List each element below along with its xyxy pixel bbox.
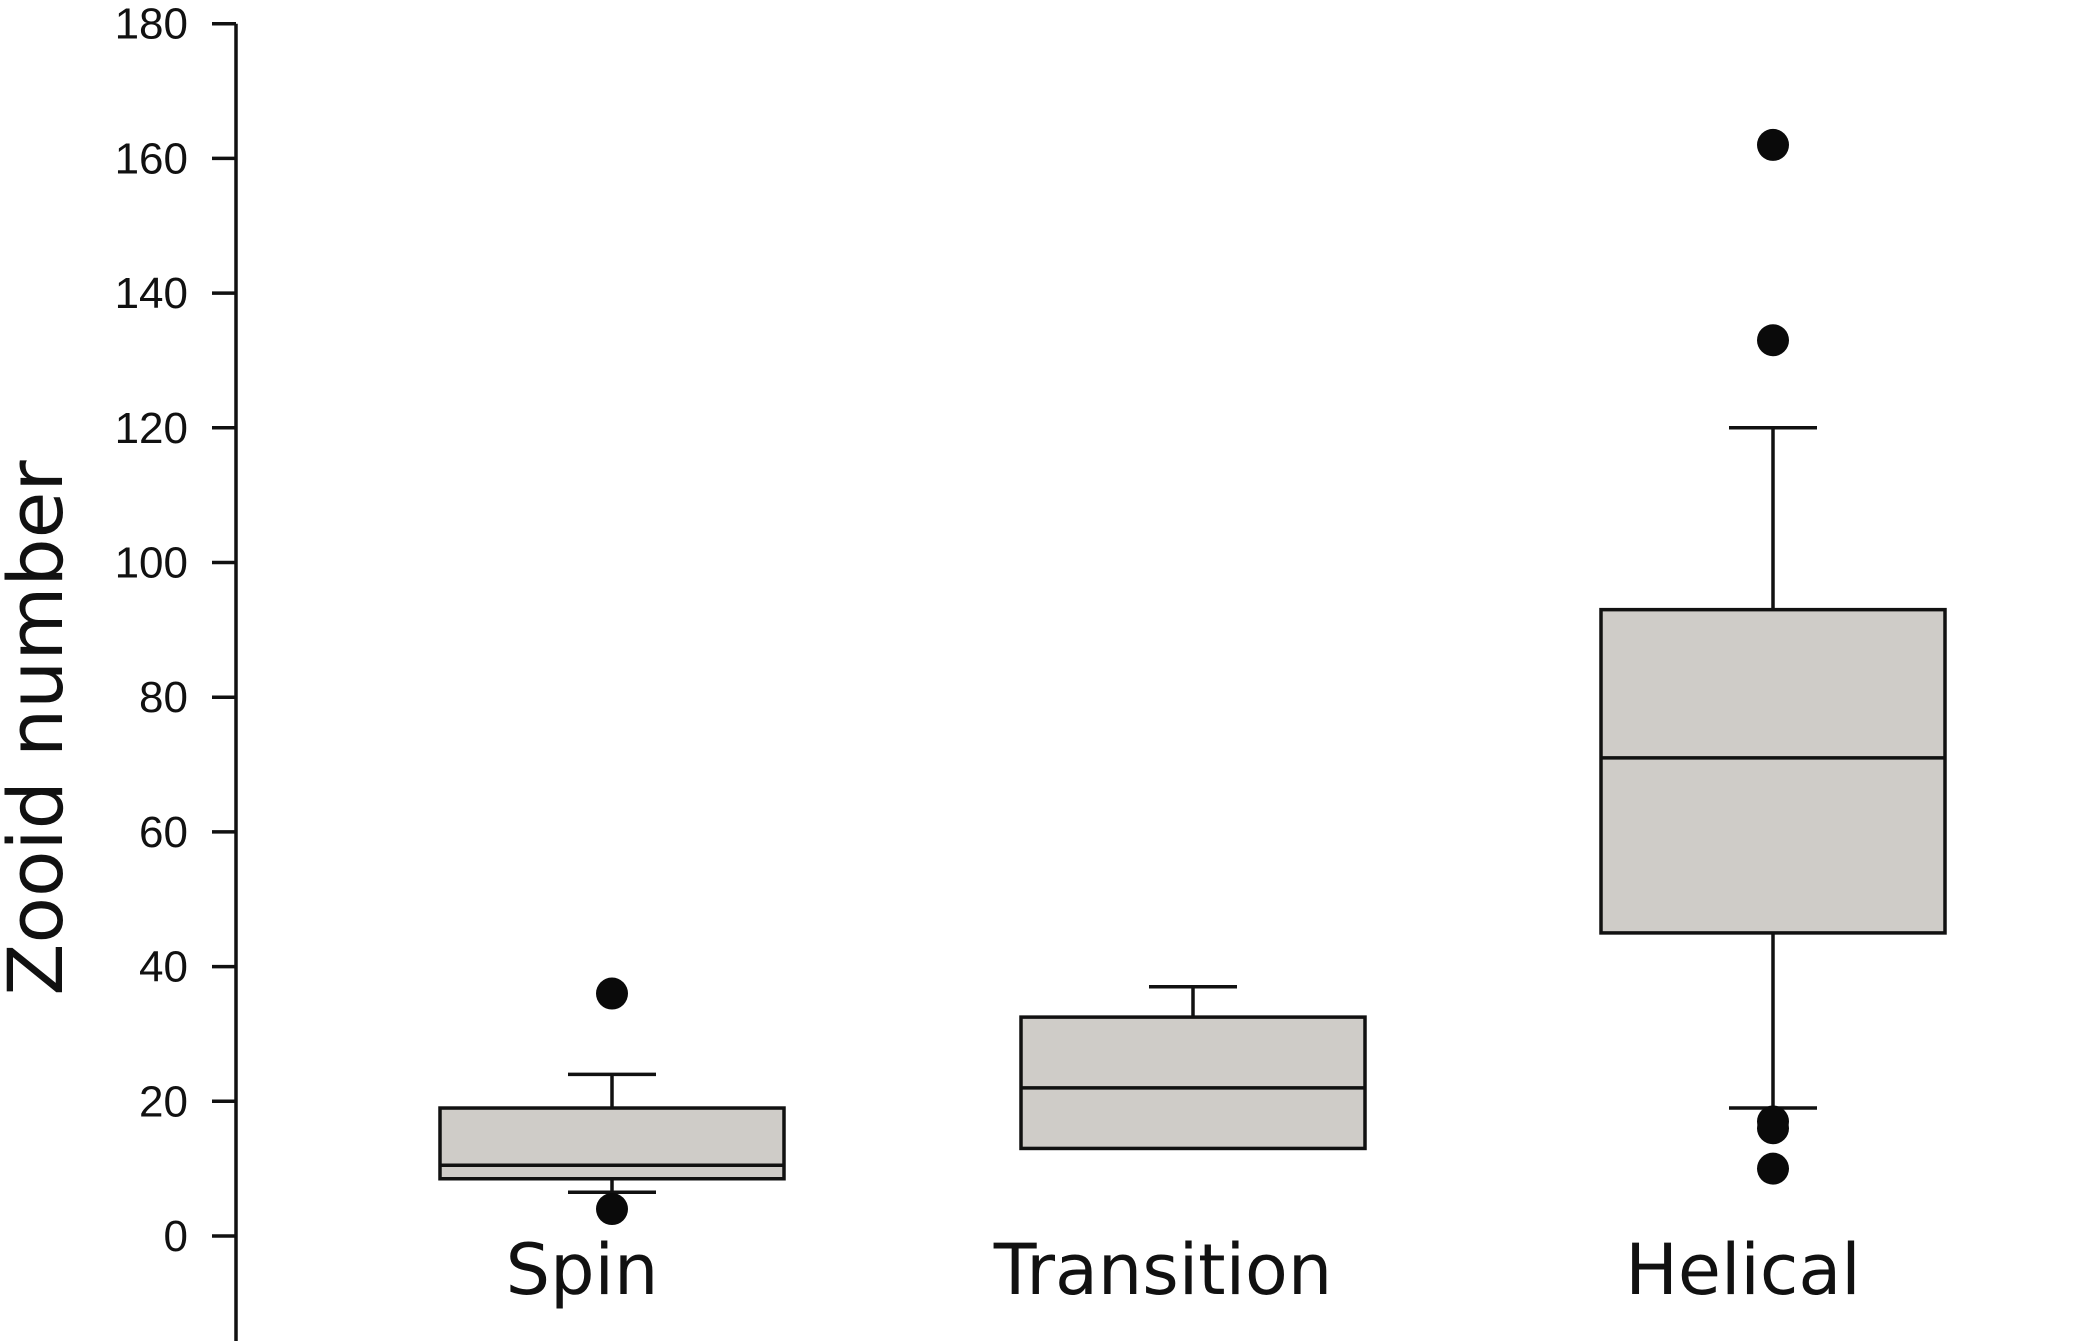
interquartile-box — [1599, 607, 1947, 935]
y-tick-label: 180 — [115, 0, 188, 49]
y-tick-label: 40 — [139, 943, 188, 992]
y-tick-label: 120 — [115, 404, 188, 453]
box-group-transition — [1019, 985, 1367, 1151]
category-label-transition: Transition — [993, 1229, 1333, 1311]
interquartile-box — [1019, 1015, 1367, 1151]
y-tick-label: 160 — [115, 134, 188, 183]
boxes — [438, 128, 1947, 1226]
y-tick-label: 20 — [139, 1077, 188, 1126]
outlier-point — [596, 977, 628, 1010]
y-tick-label: 80 — [139, 673, 188, 722]
outlier-point — [1757, 1112, 1789, 1145]
category-label-spin: Spin — [506, 1229, 659, 1311]
y-tick-label: 60 — [139, 808, 188, 857]
box-group-spin — [438, 977, 786, 1226]
outlier-point — [596, 1193, 628, 1226]
outlier-point — [1757, 1152, 1789, 1185]
outlier-point — [1757, 324, 1789, 357]
y-tick-label: 100 — [115, 539, 188, 588]
box-group-helical — [1599, 128, 1947, 1185]
y-tick-label: 140 — [115, 269, 188, 318]
category-label-helical: Helical — [1625, 1229, 1860, 1311]
interquartile-box — [438, 1106, 786, 1181]
category-labels: Spin Transition Helical — [506, 1229, 1861, 1311]
y-axis-title: Zooid number — [0, 460, 80, 996]
y-tick-label: 0 — [164, 1212, 188, 1261]
outlier-point — [1757, 128, 1789, 161]
y-axis: 0 20 40 60 80 100 120 140 160 180 — [115, 0, 238, 1341]
